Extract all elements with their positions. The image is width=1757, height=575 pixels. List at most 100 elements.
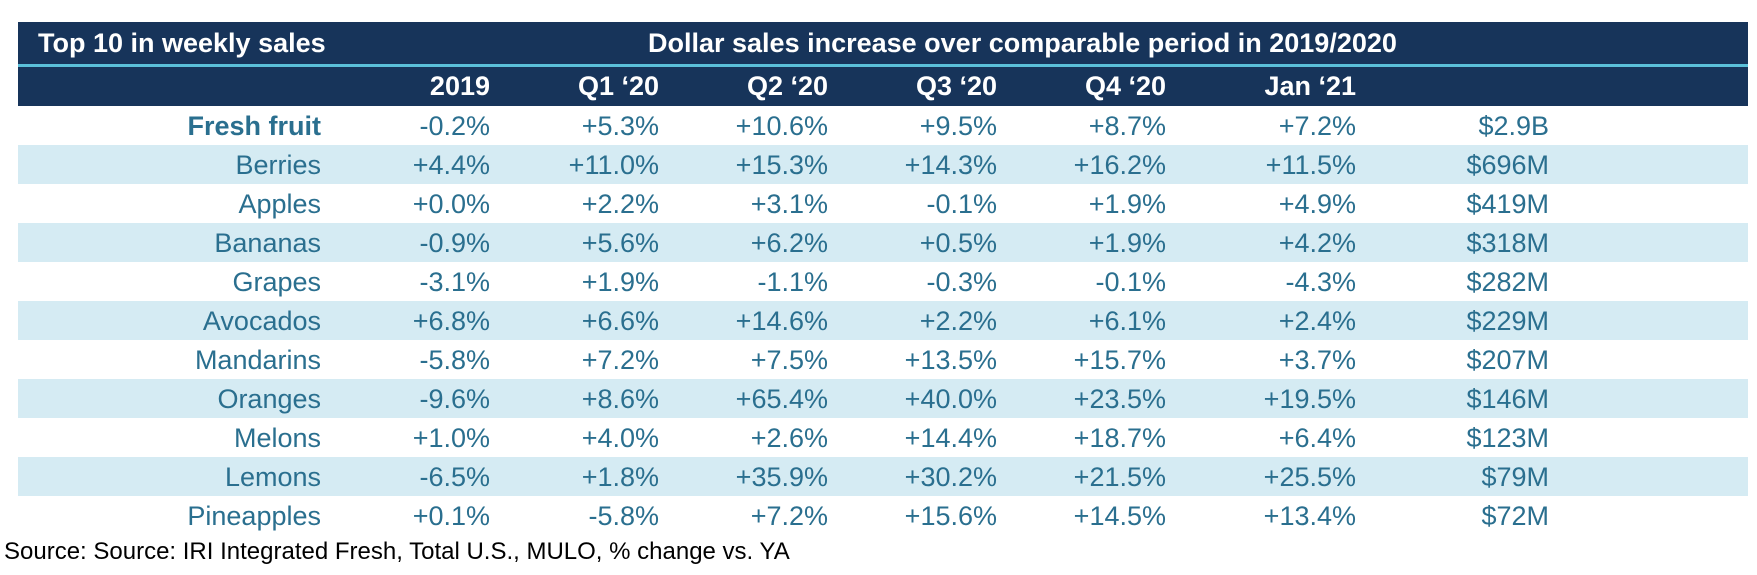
percent-change-cell: +1.0% <box>412 423 490 453</box>
dollar-sales-cell: $79M <box>1481 462 1549 492</box>
percent-change-cell: +15.6% <box>904 501 997 531</box>
table-row: Fresh fruit -0.2% +5.3% +10.6% +9.5% +8.7% +7.… <box>18 106 1748 145</box>
percent-change-cell: +3.1% <box>750 189 828 219</box>
percent-change-cell: +15.3% <box>735 150 828 180</box>
dollar-sales-cell: $123M <box>1466 423 1549 453</box>
row-label: Fresh fruit <box>187 111 321 141</box>
dollar-sales-cell: $318M <box>1466 228 1549 258</box>
row-label: Pineapples <box>187 501 321 531</box>
percent-change-cell: -3.1% <box>419 267 490 297</box>
percent-change-cell: +6.6% <box>581 306 659 336</box>
percent-change-cell: +7.2% <box>1278 111 1356 141</box>
percent-change-cell: +13.4% <box>1263 501 1356 531</box>
percent-change-cell: -5.8% <box>588 501 659 531</box>
table-row: Mandarins -5.8% +7.2% +7.5% +13.5% +15.7% +3.7… <box>18 340 1748 379</box>
percent-change-cell: +6.2% <box>750 228 828 258</box>
percent-change-cell: +14.5% <box>1073 501 1166 531</box>
dollar-sales-cell: $207M <box>1466 345 1549 375</box>
percent-change-cell: +35.9% <box>735 462 828 492</box>
row-label: Bananas <box>214 228 321 258</box>
percent-change-cell: +9.5% <box>919 111 997 141</box>
percent-change-cell: +4.0% <box>581 423 659 453</box>
percent-change-cell: +30.2% <box>904 462 997 492</box>
percent-change-cell: +18.7% <box>1073 423 1166 453</box>
dollar-sales-cell: $229M <box>1466 306 1549 336</box>
row-label: Melons <box>233 423 321 453</box>
percent-change-cell: +21.5% <box>1073 462 1166 492</box>
percent-change-cell: +5.6% <box>581 228 659 258</box>
row-label: Grapes <box>232 267 321 297</box>
percent-change-cell: +65.4% <box>735 384 828 414</box>
row-label: Apples <box>238 189 321 219</box>
percent-change-cell: +7.2% <box>750 501 828 531</box>
column-header: Q2 ‘20 <box>746 71 828 101</box>
percent-change-cell: +3.7% <box>1278 345 1356 375</box>
dollar-sales-cell: $2.9B <box>1478 111 1549 141</box>
percent-change-cell: +2.2% <box>581 189 659 219</box>
percent-change-cell: +15.7% <box>1073 345 1166 375</box>
column-header: Q3 ‘20 <box>915 71 997 101</box>
percent-change-cell: +6.4% <box>1278 423 1356 453</box>
percent-change-cell: -0.9% <box>419 228 490 258</box>
percent-change-cell: +19.5% <box>1263 384 1356 414</box>
source-note: Source: Source: IRI Integrated Fresh, To… <box>4 538 790 565</box>
percent-change-cell: +14.6% <box>735 306 828 336</box>
percent-change-cell: +6.8% <box>412 306 490 336</box>
percent-change-cell: +0.1% <box>412 501 490 531</box>
percent-change-cell: +14.3% <box>904 150 997 180</box>
percent-change-cell: +1.9% <box>1088 228 1166 258</box>
percent-change-cell: +0.0% <box>412 189 490 219</box>
percent-change-cell: -6.5% <box>419 462 490 492</box>
percent-change-cell: +40.0% <box>904 384 997 414</box>
right-title: Dollar sales increase over comparable pe… <box>648 28 1397 58</box>
table-row: Lemons -6.5% +1.8% +35.9% +30.2% +21.5% +25.5%… <box>18 457 1748 496</box>
dollar-sales-cell: $72M <box>1481 501 1549 531</box>
percent-change-cell: +4.2% <box>1278 228 1356 258</box>
percent-change-cell: -5.8% <box>419 345 490 375</box>
table-body: Fresh fruit -0.2% +5.3% +10.6% +9.5% +8.7% +7.… <box>18 106 1748 535</box>
percent-change-cell: +4.4% <box>412 150 490 180</box>
percent-change-cell: -9.6% <box>419 384 490 414</box>
percent-change-cell: +16.2% <box>1073 150 1166 180</box>
dollar-sales-cell: $146M <box>1466 384 1549 414</box>
sales-table: Top 10 in weekly sales Dollar sales incr… <box>18 22 1748 535</box>
table-row: Avocados +6.8% +6.6% +14.6% +2.2% +6.1% +2.4% $… <box>18 301 1748 340</box>
percent-change-cell: +13.5% <box>904 345 997 375</box>
percent-change-cell: -0.3% <box>926 267 997 297</box>
dollar-sales-cell: $419M <box>1466 189 1549 219</box>
table-row: Pineapples +0.1% -5.8% +7.2% +15.6% +14.5% +13… <box>18 496 1748 535</box>
dollar-sales-cell: $696M <box>1466 150 1549 180</box>
table-row: Apples +0.0% +2.2% +3.1% -0.1% +1.9% +4.9% $419… <box>18 184 1748 223</box>
column-header: 2019 <box>429 71 490 101</box>
percent-change-cell: -4.3% <box>1285 267 1356 297</box>
column-header: Jan ‘21 <box>1264 71 1356 101</box>
percent-change-cell: +14.4% <box>904 423 997 453</box>
column-header: Q4 ‘20 <box>1084 71 1166 101</box>
percent-change-cell: +2.6% <box>750 423 828 453</box>
percent-change-cell: +0.5% <box>919 228 997 258</box>
percent-change-cell: +8.6% <box>581 384 659 414</box>
percent-change-cell: +10.6% <box>735 111 828 141</box>
table-row: Berries +4.4% +11.0% +15.3% +14.3% +16.2% +11.… <box>18 145 1748 184</box>
percent-change-cell: +1.9% <box>1088 189 1166 219</box>
column-header: Q1 ‘20 <box>577 71 659 101</box>
percent-change-cell: +7.5% <box>750 345 828 375</box>
percent-change-cell: +8.7% <box>1088 111 1166 141</box>
table-row: Grapes -3.1% +1.9% -1.1% -0.3% -0.1% -4.3% $282… <box>18 262 1748 301</box>
percent-change-cell: -0.1% <box>926 189 997 219</box>
percent-change-cell: +11.0% <box>568 150 659 180</box>
row-label: Lemons <box>224 462 321 492</box>
percent-change-cell: +2.4% <box>1278 306 1356 336</box>
percent-change-cell: +11.5% <box>1265 150 1356 180</box>
percent-change-cell: +1.8% <box>581 462 659 492</box>
percent-change-cell: +6.1% <box>1088 306 1166 336</box>
table-header-columns-row: 2019 Q1 ‘20 Q2 ‘20 Q3 ‘20 Q4 ‘20 Jan ‘21 <box>18 67 1748 106</box>
row-label: Oranges <box>217 384 321 414</box>
row-label: Berries <box>235 150 321 180</box>
percent-change-cell: +25.5% <box>1263 462 1356 492</box>
table-row: Melons +1.0% +4.0% +2.6% +14.4% +18.7% +6.4% $1… <box>18 418 1748 457</box>
table-header-title-row: Top 10 in weekly sales Dollar sales incr… <box>18 22 1748 67</box>
table-row: Bananas -0.9% +5.6% +6.2% +0.5% +1.9% +4.2% $31… <box>18 223 1748 262</box>
percent-change-cell: -1.1% <box>757 267 828 297</box>
percent-change-cell: -0.1% <box>1095 267 1166 297</box>
